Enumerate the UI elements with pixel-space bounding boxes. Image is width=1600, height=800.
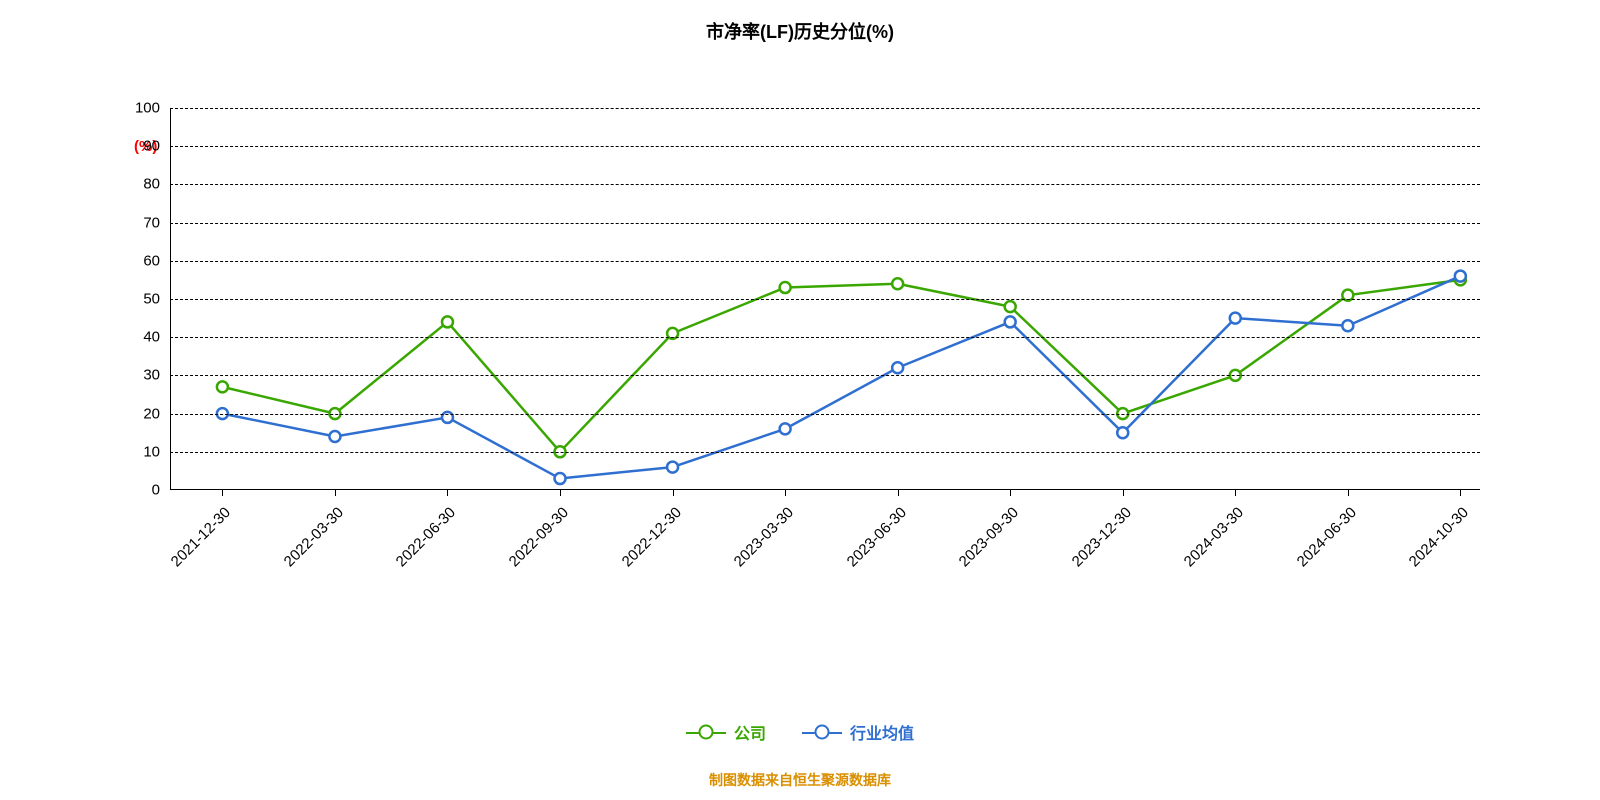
x-tick-label: 2022-12-30	[618, 504, 684, 570]
y-tick-label: 50	[143, 291, 160, 308]
series-marker	[1230, 313, 1241, 324]
gridline	[170, 108, 1480, 109]
x-tick-label: 2023-06-30	[843, 504, 909, 570]
series-marker	[780, 423, 791, 434]
x-tick-label: 2022-06-30	[393, 504, 459, 570]
x-tick-label: 2024-03-30	[1181, 504, 1247, 570]
series-marker	[442, 316, 453, 327]
y-tick-label: 10	[143, 443, 160, 460]
gridline	[170, 223, 1480, 224]
x-tick-label: 2023-09-30	[956, 504, 1022, 570]
legend-item: 行业均值	[802, 720, 914, 744]
x-tick-label: 2021-12-30	[168, 504, 234, 570]
x-tick	[898, 490, 899, 496]
x-tick	[785, 490, 786, 496]
series-line	[222, 276, 1460, 478]
legend-label: 公司	[734, 720, 766, 744]
y-tick-label: 0	[152, 482, 160, 499]
y-tick-label: 90	[143, 138, 160, 155]
y-tick-label: 70	[143, 214, 160, 231]
chart-container: { "chart": { "type": "line", "title": "市…	[0, 0, 1600, 800]
x-tick	[1123, 490, 1124, 496]
gridline	[170, 299, 1480, 300]
legend-swatch	[802, 725, 842, 739]
series-marker	[329, 431, 340, 442]
y-tick-label: 20	[143, 405, 160, 422]
chart-title: 市净率(LF)历史分位(%)	[0, 18, 1600, 44]
gridline	[170, 452, 1480, 453]
x-tick-label: 2022-09-30	[506, 504, 572, 570]
series-marker	[892, 278, 903, 289]
chart-footer: 制图数据来自恒生聚源数据库	[0, 770, 1600, 790]
y-tick-label: 40	[143, 329, 160, 346]
x-tick	[1010, 490, 1011, 496]
gridline	[170, 414, 1480, 415]
x-tick-label: 2023-12-30	[1068, 504, 1134, 570]
x-tick	[560, 490, 561, 496]
series-marker	[1117, 427, 1128, 438]
x-tick	[1348, 490, 1349, 496]
x-tick	[673, 490, 674, 496]
y-tick-label: 100	[135, 100, 160, 117]
x-tick	[335, 490, 336, 496]
x-tick-label: 2024-10-30	[1406, 504, 1472, 570]
series-marker	[1455, 271, 1466, 282]
x-tick-label: 2023-03-30	[731, 504, 797, 570]
y-tick-label: 60	[143, 252, 160, 269]
series-marker	[555, 473, 566, 484]
gridline	[170, 146, 1480, 147]
y-tick-label: 30	[143, 367, 160, 384]
gridline	[170, 184, 1480, 185]
x-tick-label: 2022-03-30	[281, 504, 347, 570]
plot-area: 01020304050607080901002021-12-302022-03-…	[170, 108, 1480, 490]
series-marker	[892, 362, 903, 373]
legend-item: 公司	[686, 720, 766, 744]
gridline	[170, 375, 1480, 376]
series-marker	[1005, 301, 1016, 312]
series-marker	[667, 462, 678, 473]
legend-swatch	[686, 725, 726, 739]
x-tick	[1460, 490, 1461, 496]
x-tick-label: 2024-06-30	[1294, 504, 1360, 570]
gridline	[170, 337, 1480, 338]
x-tick	[447, 490, 448, 496]
series-marker	[217, 381, 228, 392]
y-tick-label: 80	[143, 176, 160, 193]
legend-label: 行业均值	[850, 720, 914, 744]
series-marker	[780, 282, 791, 293]
gridline	[170, 261, 1480, 262]
x-tick	[222, 490, 223, 496]
series-line	[222, 280, 1460, 452]
x-tick	[1235, 490, 1236, 496]
series-marker	[1342, 320, 1353, 331]
series-marker	[1005, 316, 1016, 327]
legend: 公司 行业均值	[0, 720, 1600, 744]
